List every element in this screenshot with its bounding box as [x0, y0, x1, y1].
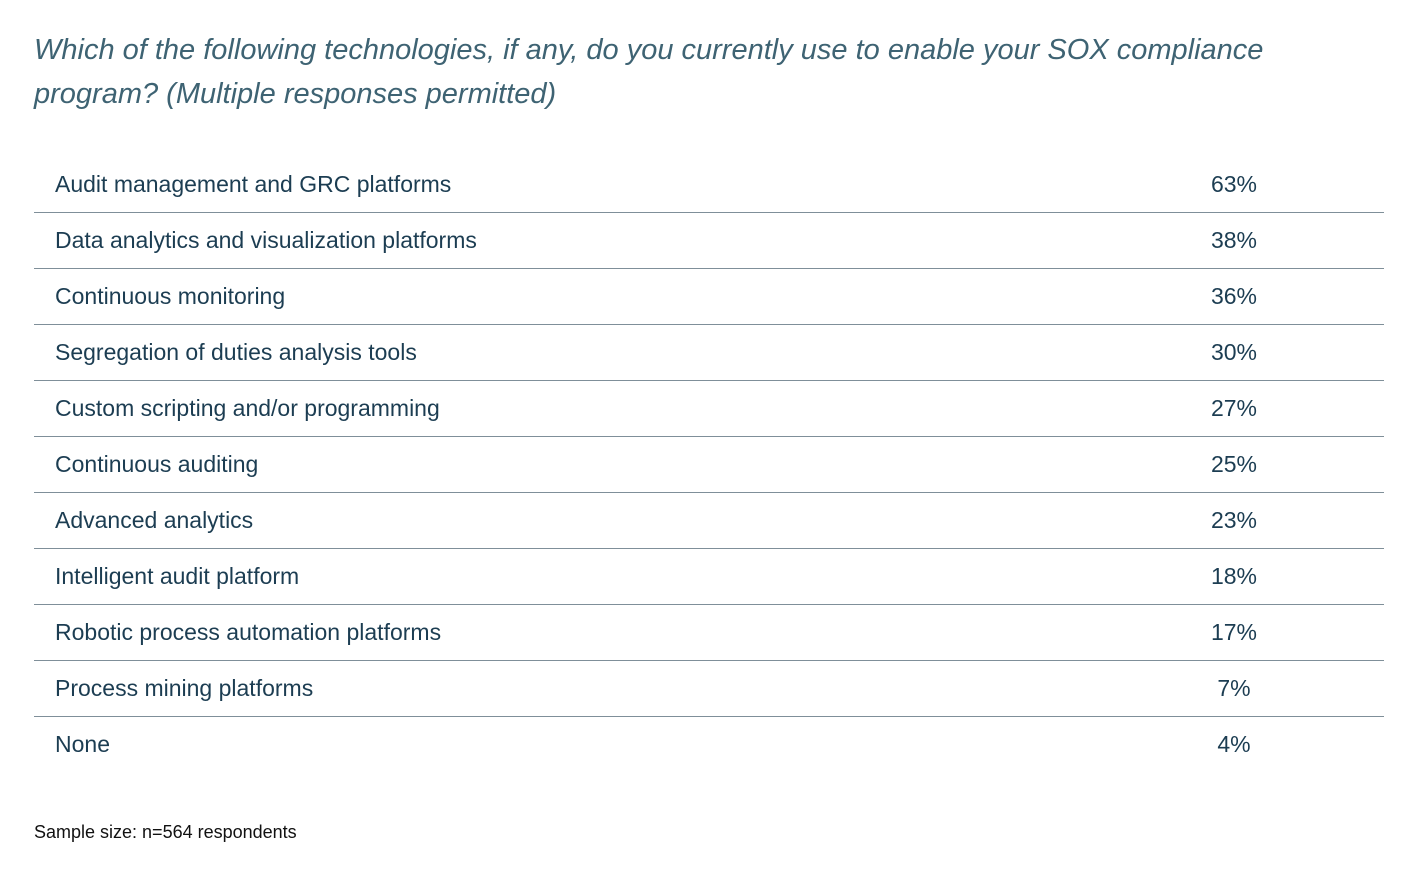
technology-label: Intelligent audit platform	[34, 548, 1084, 605]
chart-title: Which of the following technologies, if …	[34, 34, 1264, 110]
table-row: Audit management and GRC platforms 63%	[34, 157, 1384, 213]
technology-label: None	[55, 731, 110, 757]
percentage-value: 7%	[1084, 660, 1384, 717]
percentage-value: 38%	[1084, 212, 1384, 269]
table-row: Advanced analytics 23%	[34, 492, 1384, 549]
table-row: Intelligent audit platform 18%	[34, 548, 1384, 605]
technology-label: Robotic process automation platforms	[34, 604, 1084, 661]
table-row: Continuous auditing 25%	[34, 436, 1384, 493]
percentage-value: 23%	[1084, 492, 1384, 549]
table-row: Segregation of duties analysis tools 30%	[34, 324, 1384, 381]
table-row: None 4%	[34, 717, 1384, 773]
percentage-value: 18%	[1084, 548, 1384, 605]
technology-label: Audit management and GRC platforms	[34, 157, 1084, 213]
results-table: Audit management and GRC platforms 63% Dat…	[34, 157, 1384, 772]
technology-label: Continuous monitoring	[34, 268, 1084, 325]
technology-label: Custom scripting and/or programming	[34, 380, 1084, 437]
sample-size-footnote: Sample size: n=564 respondents	[34, 822, 297, 842]
technology-label: Process mining platforms	[34, 660, 1084, 717]
percentage-value: 36%	[1084, 268, 1384, 325]
percentage-value: 63%	[1084, 157, 1384, 213]
technology-label: Segregation of duties analysis tools	[34, 324, 1084, 381]
table-row: Robotic process automation platforms 17%	[34, 604, 1384, 661]
technology-label: Continuous auditing	[34, 436, 1084, 493]
technology-label: Advanced analytics	[34, 492, 1084, 549]
percentage-value: 27%	[1084, 380, 1384, 437]
results-table-body: Audit management and GRC platforms 63% Dat…	[34, 157, 1384, 772]
table-row: Custom scripting and/or programming 27%	[34, 380, 1384, 437]
percentage-value: 25%	[1084, 436, 1384, 493]
percentage-value: 17%	[1084, 604, 1384, 661]
table-row: Data analytics and visualization platfor…	[34, 212, 1384, 269]
percentage-value: 4%	[1217, 731, 1251, 757]
table-row: Continuous monitoring 36%	[34, 268, 1384, 325]
table-row: Process mining platforms 7%	[34, 660, 1384, 717]
technology-label: Data analytics and visualization platfor…	[34, 212, 1084, 269]
percentage-value: 30%	[1084, 324, 1384, 381]
